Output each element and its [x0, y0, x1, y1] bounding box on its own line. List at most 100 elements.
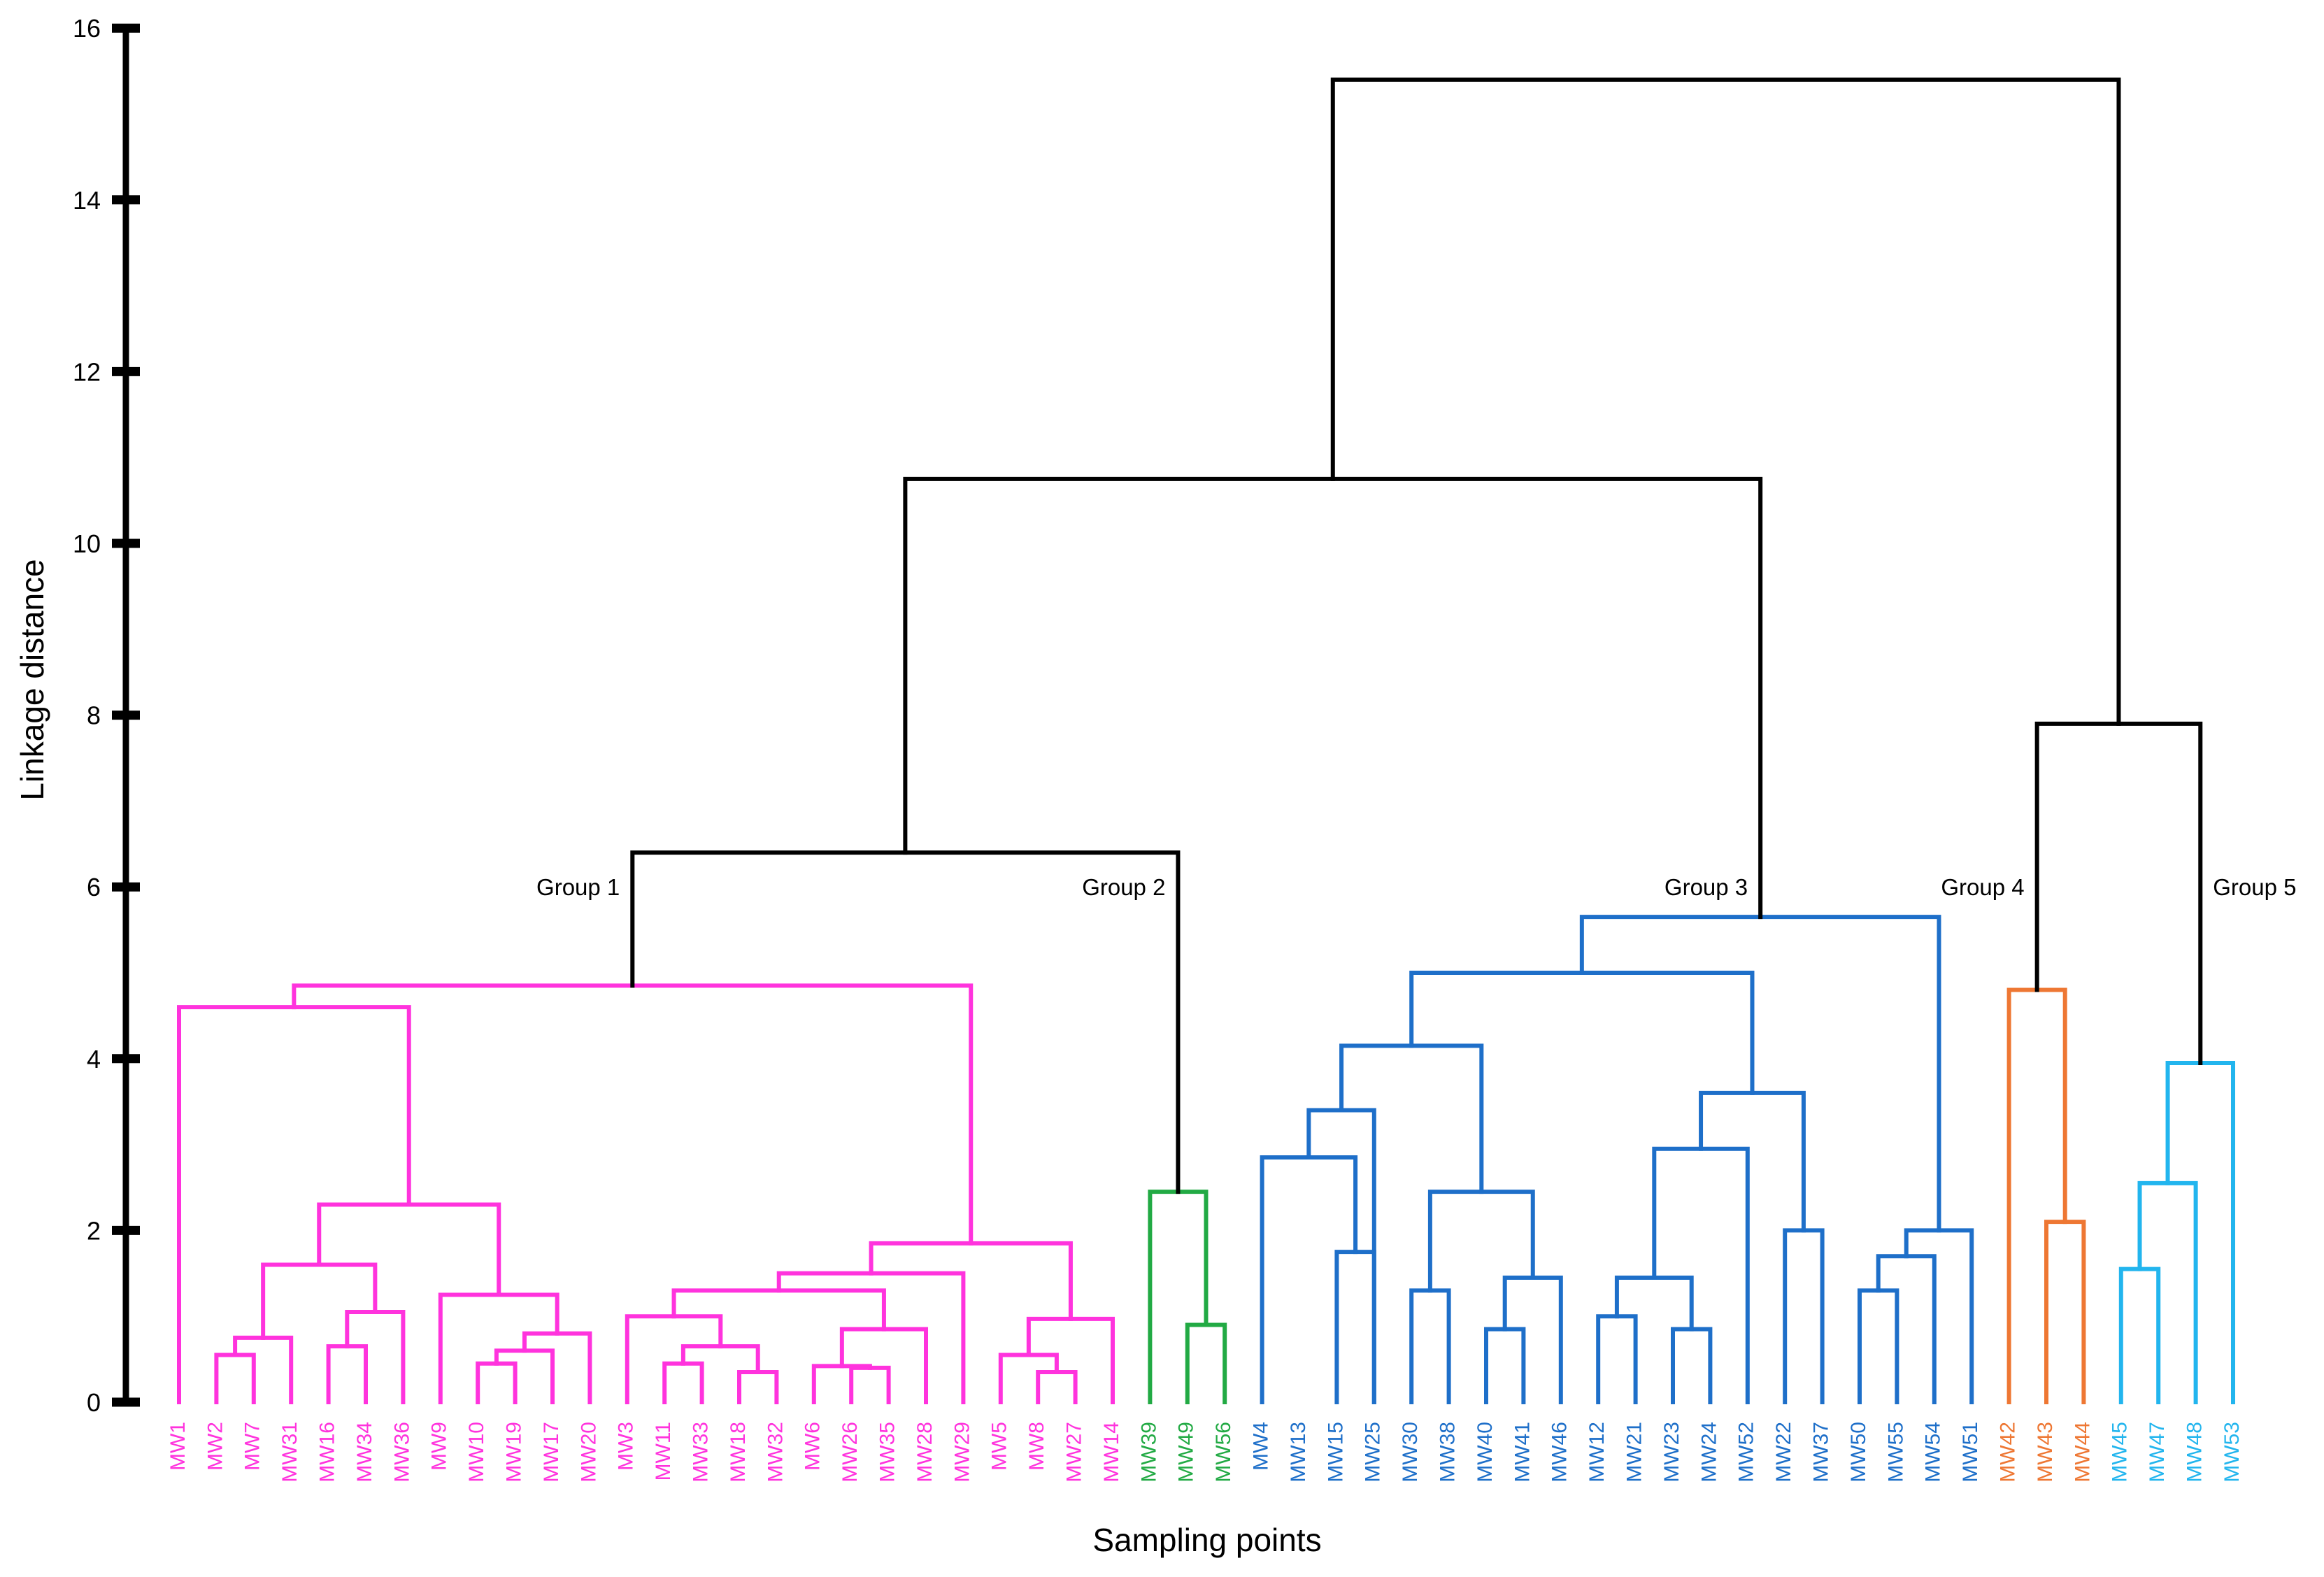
- merge-link-G2: [1148, 1190, 1209, 1404]
- leaf-label-mw22: MW22: [1772, 1422, 1795, 1483]
- leaf-label-mw18: MW18: [727, 1422, 750, 1483]
- leaf-label-mw28: MW28: [913, 1422, 936, 1483]
- merge-link-a7: [494, 1348, 555, 1404]
- y-tick-label: 8: [87, 701, 101, 730]
- leaf-label-mw2: MW2: [204, 1422, 227, 1471]
- y-axis: 0 2 4 6 8 10 12 14 16: [73, 14, 140, 1417]
- leaf-label-mw45: MW45: [2109, 1422, 2132, 1483]
- leaf-label-mw3: MW3: [615, 1422, 638, 1471]
- merge-link-b6: [811, 1364, 872, 1404]
- leaf-label-mw10: MW10: [465, 1422, 488, 1483]
- leaf-label-mw29: MW29: [950, 1422, 974, 1483]
- leaf-label-mw47: MW47: [2146, 1422, 2169, 1483]
- leaf-label-mw41: MW41: [1511, 1422, 1534, 1483]
- leaf-label-mw34: MW34: [353, 1422, 376, 1483]
- merge-link-a3: [326, 1344, 368, 1404]
- merge-link-d13: [1783, 1228, 1825, 1404]
- merge-link-a1: [214, 1353, 256, 1404]
- y-tick-label: 2: [87, 1216, 101, 1245]
- merge-link-a2: [233, 1335, 294, 1404]
- leaf-label-mw1: MW1: [166, 1422, 190, 1471]
- leaf-label-mw20: MW20: [577, 1422, 600, 1483]
- merge-link-b12: [1026, 1316, 1115, 1404]
- merge-link-b9: [776, 1271, 966, 1404]
- leaf-label-mw37: MW37: [1810, 1422, 1833, 1483]
- merge-link-d6: [1502, 1275, 1563, 1404]
- group-label-g2: Group 2: [1082, 874, 1165, 900]
- merge-link-G3: [1579, 915, 1941, 1233]
- leaf-label-mw42: MW42: [1997, 1422, 2020, 1483]
- leaf-label-mw33: MW33: [690, 1422, 713, 1483]
- merge-link-d10: [1671, 1327, 1713, 1404]
- leaf-labels: MW1 MW2 MW7 MW31 MW16 MW34 MW36 MW9 MW10 MW19 MW17…: [166, 1422, 2244, 1483]
- merge-link-b11: [998, 1353, 1059, 1404]
- leaf-label-mw32: MW32: [764, 1422, 787, 1483]
- group-label-g4: Group 4: [1941, 874, 2024, 900]
- leaf-label-mw14: MW14: [1100, 1422, 1123, 1483]
- merge-link-d16: [1858, 1288, 1899, 1404]
- merge-link-b13: [869, 1241, 1073, 1321]
- x-axis-title: Sampling points: [1092, 1522, 1321, 1558]
- leaf-label-mw27: MW27: [1063, 1422, 1086, 1483]
- merge-link-a9: [438, 1292, 559, 1404]
- merge-link-G4: [2006, 987, 2067, 1404]
- leaf-label-mw31: MW31: [278, 1422, 301, 1483]
- merge-link-f2: [2137, 1180, 2198, 1404]
- merge-link-R4: [1330, 77, 2121, 726]
- leaf-label-mw54: MW54: [1922, 1422, 1945, 1483]
- merge-link-a5: [261, 1262, 378, 1340]
- merge-link-d4: [1409, 1288, 1451, 1404]
- leaf-label-mw11: MW11: [652, 1422, 675, 1480]
- merge-link-d8: [1339, 1043, 1484, 1194]
- leaf-label-mw4: MW4: [1250, 1422, 1273, 1471]
- leaf-label-mw8: MW8: [1025, 1422, 1048, 1471]
- dendrogram-links: [177, 77, 2235, 1404]
- merge-link-a10: [317, 1202, 501, 1297]
- leaf-label-mw25: MW25: [1362, 1422, 1385, 1483]
- merge-link-b3: [680, 1344, 760, 1375]
- merge-link-c1: [1185, 1322, 1227, 1404]
- leaf-label-mw19: MW19: [503, 1422, 526, 1483]
- leaf-label-mw36: MW36: [390, 1422, 413, 1483]
- merge-link-d3: [1306, 1108, 1376, 1404]
- y-tick-label: 10: [73, 529, 101, 558]
- leaf-label-mw16: MW16: [316, 1422, 339, 1483]
- merge-link-b8: [671, 1288, 886, 1332]
- merge-link-d2: [1260, 1155, 1358, 1404]
- leaf-label-mw49: MW49: [1175, 1422, 1198, 1483]
- y-tick-label: 16: [73, 14, 101, 43]
- y-tick-label: 6: [87, 873, 101, 901]
- merge-link-b10: [1036, 1370, 1078, 1404]
- leaf-label-mw24: MW24: [1697, 1422, 1720, 1483]
- merge-link-b5: [849, 1365, 891, 1404]
- leaf-label-mw43: MW43: [2034, 1422, 2057, 1483]
- merge-link-a8: [522, 1331, 592, 1404]
- leaf-label-mw48: MW48: [2183, 1422, 2207, 1483]
- group-labels: Group 1 Group 2 Group 3 Group 4 Group 5: [536, 874, 2296, 900]
- leaf-label-mw26: MW26: [839, 1422, 862, 1483]
- merge-link-d12: [1652, 1146, 1750, 1404]
- merge-link-d11: [1614, 1275, 1694, 1332]
- merge-link-b1: [662, 1361, 704, 1404]
- group-label-g5: Group 5: [2213, 874, 2296, 900]
- leaf-label-mw38: MW38: [1437, 1422, 1460, 1483]
- leaf-label-mw30: MW30: [1399, 1422, 1422, 1483]
- leaf-label-mw17: MW17: [540, 1422, 563, 1483]
- merge-link-f1: [2118, 1266, 2161, 1404]
- merge-link-d14: [1699, 1090, 1806, 1233]
- leaf-label-mw52: MW52: [1735, 1422, 1758, 1483]
- leaf-label-mw9: MW9: [428, 1422, 451, 1471]
- merge-link-G5: [2165, 1060, 2235, 1404]
- leaf-label-mw40: MW40: [1474, 1422, 1497, 1483]
- y-tick-label: 12: [73, 357, 101, 386]
- merge-link-b4: [625, 1314, 723, 1404]
- merge-link-a6: [476, 1361, 518, 1404]
- leaf-label-mw13: MW13: [1287, 1422, 1310, 1483]
- merge-link-d17: [1876, 1254, 1937, 1404]
- merge-link-d1: [1334, 1250, 1376, 1404]
- merge-link-d5: [1484, 1327, 1526, 1404]
- y-tick-label: 4: [87, 1045, 101, 1073]
- leaf-label-mw15: MW15: [1324, 1422, 1347, 1483]
- leaf-label-mw55: MW55: [1884, 1422, 1907, 1483]
- merge-link-b2: [737, 1370, 779, 1404]
